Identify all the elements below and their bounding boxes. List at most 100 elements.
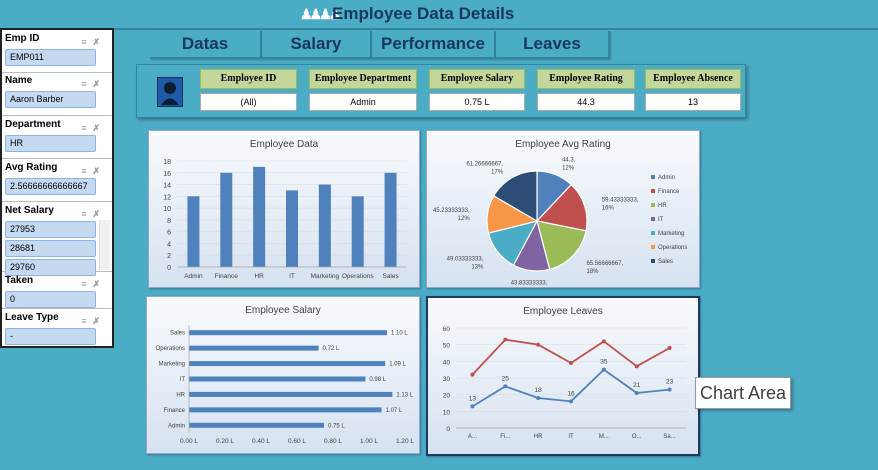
y-tick-label: 16 [163,171,171,178]
legend-swatch [651,231,655,235]
x-tick-label: A... [468,434,477,440]
data-label: 12% [562,166,575,172]
bar [189,361,386,367]
kpi-employee-id-value: (All) [200,93,297,111]
x-tick-label: IT [289,273,295,280]
avg-rating-pie-chart: 44.3, 12% 59.43333333, 16% 65.56666667, 18% 43… [433,158,687,287]
data-label: 12% [458,216,471,222]
filter-icons[interactable]: ≡✗ [81,279,106,289]
y-tick-label: 12 [163,194,171,201]
slicer-item[interactable]: 0 [5,291,96,308]
page-title-text: Employee Data Details [332,4,515,23]
x-tick-label: O... [632,434,642,440]
employee-salary-bar-chart: 0.00 L 0.20 L 0.40 L 0.60 L 0.80 L 1.00 L 1.20… [156,325,414,445]
filter-icons[interactable]: ≡✗ [81,316,106,326]
bar [189,407,382,413]
data-point [634,391,639,395]
y-tick-label: Admin [168,423,185,429]
kpi-salary-value: 0.75 L [429,93,525,111]
x-tick-label: HR [534,434,543,440]
data-label: 21 [633,382,641,389]
slicer-item[interactable]: - [5,328,96,345]
x-tick-label: Sa... [663,434,676,440]
slicer-item[interactable]: 27953 [5,221,96,238]
employee-data-chart[interactable]: Employee Data 0 2 4 6 8 10 12 14 16 18 Admin Financ… [148,130,420,288]
slicer-department[interactable]: Department ≡✗ HR [2,116,112,159]
slicer-taken[interactable]: Taken ≡✗ 0 [2,272,112,309]
slicer-item[interactable]: EMP011 [5,49,96,66]
bar [189,391,393,397]
x-tick-label: 1.20 L [396,438,414,445]
data-point [569,399,573,404]
slicer-net-salary[interactable]: Net Salary ≡✗ 27953 28681 29760 [2,202,112,276]
slicer-leave-type[interactable]: Leave Type ≡✗ - [2,309,112,346]
y-tick-label: Marketing [159,362,185,368]
filter-icons[interactable]: ≡✗ [81,37,106,47]
x-tick-label: 0.80 L [324,438,342,445]
data-label: 18 [535,387,543,394]
y-tick-label: 14 [163,183,171,190]
data-point [634,364,639,369]
legend-swatch [651,203,655,207]
kpi-panel: Employee ID (All) Employee Department Ad… [136,64,746,118]
legend-swatch [651,245,655,249]
x-tick-label: Admin [184,273,203,280]
slicer-item[interactable]: 29760 [5,259,96,276]
x-tick-label: Marketing [311,273,340,280]
slicer-item[interactable]: HR [5,135,96,152]
slicer-avg-rating[interactable]: Avg Rating ≡✗ 2.56666666666667 [2,159,112,202]
nav-leaves-button[interactable]: Leaves [496,31,610,59]
data-label: 18% [586,269,599,275]
nav-salary-button[interactable]: Salary [262,31,372,59]
legend-swatch [651,259,655,263]
slicer-scrollbar[interactable] [99,220,110,270]
user-avatar-icon [157,77,183,107]
people-group-icon: ♟♟♟♟ [300,6,341,22]
employee-leaves-chart[interactable]: Employee Leaves 0 10 20 30 40 50 60 13 25 18 16 35 2… [426,296,700,456]
avg-rating-chart[interactable]: Employee Avg Rating 44.3, 12% 59.43333333,… [426,130,700,288]
kpi-rating-label: Employee Rating [537,69,635,89]
data-point [470,404,475,409]
slicer-item[interactable]: 2.56666666666667 [5,178,96,195]
nav-datas-button[interactable]: Datas [150,31,262,59]
employee-salary-chart[interactable]: Employee Salary 0.00 L 0.20 L 0.40 L 0.60 L… [146,296,420,454]
y-tick-label: 60 [443,326,451,333]
x-tick-label: 0.60 L [288,438,306,445]
data-label: 35 [600,359,608,366]
slicer-item[interactable]: 28681 [5,240,96,257]
legend-label: Sales [658,259,673,265]
chart-title: Employee Salary [245,305,321,316]
y-tick-label: IT [180,377,186,383]
x-tick-label: HR [254,273,264,280]
slicer-item[interactable]: Aaron Barber [5,91,96,108]
slicer-title: Leave Type [5,312,59,323]
x-tick-label: Operations [342,273,375,280]
filter-icons[interactable]: ≡✗ [81,209,106,219]
slicer-emp-id[interactable]: Emp ID ≡✗ EMP011 [2,30,112,73]
employee-data-bar-chart: 0 2 4 6 8 10 12 14 16 18 Admin Finance HR IT Marketing… [163,159,407,280]
filter-icons[interactable]: ≡✗ [81,123,106,133]
x-tick-label: 0.00 L [180,438,198,445]
data-label: 1.07 L [386,408,403,414]
y-tick-label: 10 [163,206,171,213]
y-tick-label: 20 [443,393,451,400]
nav-performance-button[interactable]: Performance [372,31,496,59]
legend-label: IT [658,217,664,223]
bar [286,190,298,267]
legend-label: Admin [658,175,675,181]
data-point [601,339,606,344]
legend-swatch [651,189,655,193]
pie-slice [536,220,587,271]
x-tick-label: 1.00 L [360,438,378,445]
data-label: 16 [567,390,575,397]
filter-icons[interactable]: ≡✗ [81,166,106,176]
slicer-panel: Emp ID ≡✗ EMP011 Name ≡✗ Aaron Barber Depa… [0,28,114,348]
legend-label: HR [658,203,667,209]
filter-icons[interactable]: ≡✗ [81,79,106,89]
bar [318,184,331,267]
data-point [536,396,541,400]
y-tick-label: HR [176,392,185,398]
x-tick-label: Sales [382,273,399,280]
x-tick-label: Fi... [500,434,510,440]
slicer-name[interactable]: Name ≡✗ Aaron Barber [2,72,112,116]
